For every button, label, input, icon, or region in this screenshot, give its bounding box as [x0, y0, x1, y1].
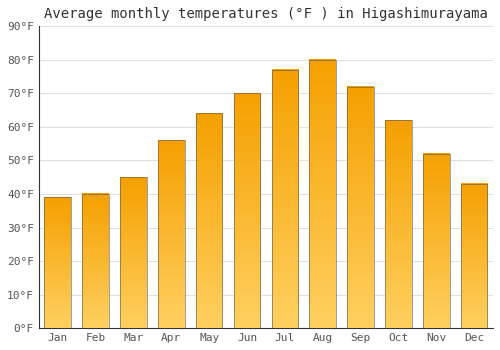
Bar: [196, 113, 222, 328]
Bar: [272, 70, 298, 328]
Bar: [234, 93, 260, 328]
Bar: [385, 120, 411, 328]
Bar: [310, 60, 336, 328]
Bar: [461, 184, 487, 328]
Bar: [423, 154, 450, 328]
Bar: [158, 140, 184, 328]
Bar: [120, 177, 146, 328]
Title: Average monthly temperatures (°F ) in Higashimurayama: Average monthly temperatures (°F ) in Hi…: [44, 7, 488, 21]
Bar: [82, 194, 109, 328]
Bar: [44, 197, 71, 328]
Bar: [348, 87, 374, 328]
